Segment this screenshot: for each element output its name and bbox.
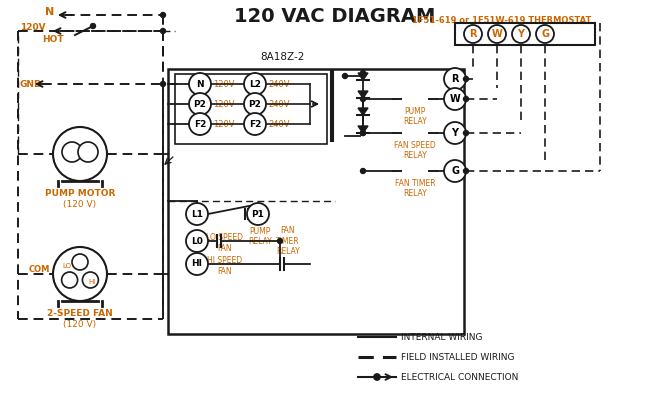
Text: 1F51-619 or 1F51W-619 THERMOSTAT: 1F51-619 or 1F51W-619 THERMOSTAT xyxy=(412,16,592,25)
Text: P1: P1 xyxy=(251,210,265,218)
Circle shape xyxy=(82,272,98,288)
Circle shape xyxy=(186,230,208,252)
Circle shape xyxy=(78,142,98,162)
Text: 240V: 240V xyxy=(268,119,289,129)
Text: 120V: 120V xyxy=(213,99,234,109)
Circle shape xyxy=(161,82,165,86)
Circle shape xyxy=(244,113,266,135)
Circle shape xyxy=(189,113,211,135)
Text: R: R xyxy=(469,29,477,39)
Circle shape xyxy=(444,88,466,110)
Text: 8A18Z-2: 8A18Z-2 xyxy=(260,52,304,62)
Circle shape xyxy=(53,247,107,301)
Text: Y: Y xyxy=(517,29,525,39)
Text: COM: COM xyxy=(29,264,50,274)
Circle shape xyxy=(464,168,468,173)
Text: W: W xyxy=(492,29,502,39)
Text: N: N xyxy=(196,80,204,88)
FancyBboxPatch shape xyxy=(455,23,595,45)
Circle shape xyxy=(161,28,165,34)
Text: R: R xyxy=(452,74,459,84)
Text: PUMP
RELAY: PUMP RELAY xyxy=(248,227,272,246)
Text: 120V: 120V xyxy=(213,119,234,129)
Text: G: G xyxy=(541,29,549,39)
Text: 120V: 120V xyxy=(213,80,234,88)
Text: (120 V): (120 V) xyxy=(64,320,96,329)
Circle shape xyxy=(360,96,366,101)
Polygon shape xyxy=(358,108,368,115)
Circle shape xyxy=(360,168,366,173)
Text: INTERNAL WIRING: INTERNAL WIRING xyxy=(401,333,482,341)
Circle shape xyxy=(161,13,165,18)
Circle shape xyxy=(536,25,554,43)
Circle shape xyxy=(360,70,366,75)
Text: GND: GND xyxy=(20,80,42,88)
Text: 240V: 240V xyxy=(268,99,289,109)
Text: FIELD INSTALLED WIRING: FIELD INSTALLED WIRING xyxy=(401,352,515,362)
Text: W: W xyxy=(450,94,460,104)
Circle shape xyxy=(360,130,366,135)
Circle shape xyxy=(186,253,208,275)
Circle shape xyxy=(444,160,466,182)
Circle shape xyxy=(342,73,348,78)
Text: N: N xyxy=(46,7,55,17)
Text: HI SPEED
FAN: HI SPEED FAN xyxy=(208,256,243,276)
Text: PUMP
RELAY: PUMP RELAY xyxy=(403,107,427,127)
Text: F2: F2 xyxy=(249,119,261,129)
Polygon shape xyxy=(358,91,368,98)
Text: HI: HI xyxy=(192,259,202,269)
Circle shape xyxy=(374,374,380,380)
Circle shape xyxy=(488,25,506,43)
Circle shape xyxy=(90,23,96,28)
Text: FAN TIMER
RELAY: FAN TIMER RELAY xyxy=(395,179,436,199)
Circle shape xyxy=(244,93,266,115)
Text: 240V: 240V xyxy=(268,80,289,88)
Circle shape xyxy=(464,130,468,135)
Circle shape xyxy=(189,93,211,115)
Text: L0: L0 xyxy=(191,236,203,246)
Text: PUMP MOTOR: PUMP MOTOR xyxy=(45,189,115,198)
Text: P2: P2 xyxy=(194,99,206,109)
Text: 120 VAC DIAGRAM: 120 VAC DIAGRAM xyxy=(234,7,436,26)
Circle shape xyxy=(512,25,530,43)
Circle shape xyxy=(444,122,466,144)
Text: FAN
TIMER
RELAY: FAN TIMER RELAY xyxy=(276,226,300,256)
Circle shape xyxy=(444,68,466,90)
Text: ELECTRICAL CONNECTION: ELECTRICAL CONNECTION xyxy=(401,372,519,382)
Text: HOT: HOT xyxy=(42,34,64,44)
Circle shape xyxy=(72,254,88,270)
Text: 2-SPEED FAN: 2-SPEED FAN xyxy=(47,309,113,318)
Circle shape xyxy=(186,203,208,225)
Circle shape xyxy=(360,130,366,135)
Circle shape xyxy=(464,25,482,43)
Text: LO: LO xyxy=(62,263,72,269)
Text: (120 V): (120 V) xyxy=(64,200,96,209)
Circle shape xyxy=(53,127,107,181)
Text: L2: L2 xyxy=(249,80,261,88)
Text: LO SPEED
FAN: LO SPEED FAN xyxy=(206,233,243,253)
FancyBboxPatch shape xyxy=(168,69,464,334)
Circle shape xyxy=(189,73,211,95)
Text: F2: F2 xyxy=(194,119,206,129)
Text: L1: L1 xyxy=(191,210,203,218)
Circle shape xyxy=(62,142,82,162)
Text: FAN SPEED
RELAY: FAN SPEED RELAY xyxy=(394,141,436,160)
FancyBboxPatch shape xyxy=(175,74,327,144)
Circle shape xyxy=(277,238,283,243)
Circle shape xyxy=(464,77,468,82)
Polygon shape xyxy=(358,73,368,80)
Circle shape xyxy=(244,73,266,95)
Text: 120V: 120V xyxy=(20,23,46,31)
Circle shape xyxy=(247,203,269,225)
Text: P2: P2 xyxy=(249,99,261,109)
Text: HI: HI xyxy=(88,279,96,285)
Circle shape xyxy=(62,272,78,288)
Circle shape xyxy=(464,96,468,101)
Polygon shape xyxy=(358,126,368,133)
Text: Y: Y xyxy=(452,128,458,138)
Text: G: G xyxy=(451,166,459,176)
